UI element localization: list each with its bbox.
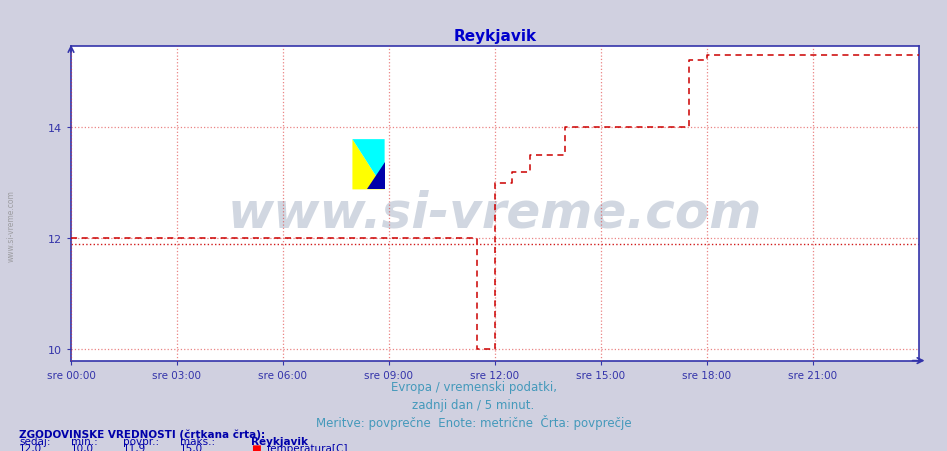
Text: maks.:: maks.:	[180, 436, 215, 446]
Text: 10,0: 10,0	[71, 442, 94, 451]
Text: www.si-vreme.com: www.si-vreme.com	[227, 189, 762, 237]
Text: temperatura[C]: temperatura[C]	[267, 442, 348, 451]
Text: Meritve: povprečne  Enote: metrične  Črta: povprečje: Meritve: povprečne Enote: metrične Črta:…	[315, 414, 632, 429]
Text: ■: ■	[251, 442, 260, 451]
Text: 12,0: 12,0	[19, 442, 42, 451]
Polygon shape	[352, 140, 384, 190]
Polygon shape	[366, 162, 384, 190]
Text: povpr.:: povpr.:	[123, 436, 159, 446]
Text: Evropa / vremenski podatki,: Evropa / vremenski podatki,	[390, 380, 557, 393]
Text: ZGODOVINSKE VREDNOSTI (črtkana črta):: ZGODOVINSKE VREDNOSTI (črtkana črta):	[19, 428, 265, 438]
Text: 11,9: 11,9	[123, 442, 147, 451]
Text: 15,0: 15,0	[180, 442, 203, 451]
Text: sedaj:: sedaj:	[19, 436, 50, 446]
Text: Reykjavik: Reykjavik	[251, 436, 308, 446]
Polygon shape	[352, 140, 384, 190]
Text: www.si-vreme.com: www.si-vreme.com	[7, 189, 16, 262]
Text: zadnji dan / 5 minut.: zadnji dan / 5 minut.	[412, 398, 535, 411]
Title: Reykjavik: Reykjavik	[454, 28, 536, 43]
Text: min.:: min.:	[71, 436, 98, 446]
